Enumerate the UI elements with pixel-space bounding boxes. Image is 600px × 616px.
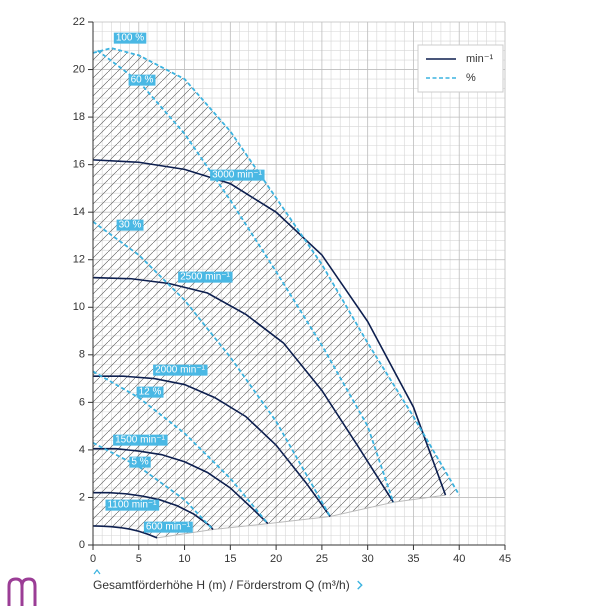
curve-label: 5 % bbox=[131, 457, 148, 468]
plot: 3000 min⁻¹ 2500 min⁻¹ 2000 min⁻¹ 1500 min⁻¹… bbox=[92, 32, 460, 539]
legend-label: min⁻¹ bbox=[466, 53, 494, 65]
y-tick-label: 12 bbox=[73, 254, 85, 266]
y-tick-label: 18 bbox=[73, 111, 85, 123]
logo bbox=[7, 577, 37, 606]
series-line bbox=[93, 375, 331, 517]
curve-label: 30 % bbox=[119, 220, 142, 231]
series-line bbox=[92, 525, 158, 539]
y-tick-label: 10 bbox=[73, 301, 85, 313]
x-tick-label: 35 bbox=[407, 553, 419, 565]
curve-label-bg bbox=[116, 219, 144, 231]
curve-label: 3000 min⁻¹ bbox=[212, 170, 262, 181]
y-tick-label: 6 bbox=[79, 396, 85, 408]
x-tick-label: 40 bbox=[453, 553, 465, 565]
curve-label-bg bbox=[129, 456, 151, 468]
series-line bbox=[92, 370, 269, 525]
curve-label-bg bbox=[210, 169, 265, 181]
series-line bbox=[92, 159, 447, 496]
curve-label-bg bbox=[128, 74, 156, 86]
curve-label: 600 min⁻¹ bbox=[146, 522, 191, 533]
series-line bbox=[97, 49, 395, 503]
x-tick-label: 25 bbox=[316, 553, 328, 565]
legend-label: % bbox=[466, 72, 476, 84]
curve-label: 1500 min⁻¹ bbox=[115, 435, 165, 446]
x-tick-label: 10 bbox=[178, 553, 190, 565]
y-tick-label: 2 bbox=[79, 491, 85, 503]
curve-label-bg bbox=[113, 32, 147, 44]
y-tick-label: 8 bbox=[79, 349, 85, 361]
up-chevron bbox=[93, 569, 101, 575]
series-line bbox=[92, 276, 394, 503]
y-tick-label: 22 bbox=[73, 16, 85, 28]
x-tick-label: 0 bbox=[90, 553, 96, 565]
next-chevron[interactable] bbox=[357, 580, 363, 590]
series-line bbox=[92, 47, 460, 496]
x-tick-label: 20 bbox=[270, 553, 282, 565]
series-line bbox=[92, 220, 331, 517]
y-tick-label: 0 bbox=[79, 539, 85, 551]
curve-label-bg bbox=[105, 499, 160, 511]
curve-label: 12 % bbox=[139, 387, 162, 398]
x-tick-label: 15 bbox=[224, 553, 236, 565]
x-tick-label: 45 bbox=[499, 553, 511, 565]
y-tick-label: 16 bbox=[73, 159, 85, 171]
curve-label-bg bbox=[178, 271, 233, 283]
curve-label: 60 % bbox=[131, 75, 154, 86]
hatched-area bbox=[93, 48, 460, 538]
y-tick-label: 14 bbox=[73, 206, 85, 218]
legend: min⁻¹% bbox=[417, 44, 504, 93]
curve-label: 100 % bbox=[116, 33, 144, 44]
y-tick-label: 4 bbox=[79, 444, 85, 456]
curve-label: 1100 min⁻¹ bbox=[107, 500, 157, 511]
curve-label-bg bbox=[143, 521, 193, 533]
curve-label: 2500 min⁻¹ bbox=[180, 272, 230, 283]
axes: 0 5 10 15 20 25 30 35 40 45 0 2 4 6 8 10 12 14 16 18 20 22 bbox=[73, 16, 511, 565]
curve-label-bg bbox=[136, 386, 164, 398]
legend-box bbox=[417, 44, 504, 93]
series-line bbox=[93, 447, 269, 525]
lower-boundary bbox=[157, 494, 446, 539]
curve-label-bg bbox=[153, 364, 208, 376]
series-line bbox=[92, 441, 214, 531]
curve-label-bg bbox=[113, 434, 168, 446]
curve-label: 2000 min⁻¹ bbox=[155, 365, 205, 376]
x-tick-label: 30 bbox=[362, 553, 374, 565]
x-tick-label: 5 bbox=[136, 553, 142, 565]
x-axis-title: Gesamtförderhöhe H (m) / Förderstrom Q (… bbox=[93, 578, 350, 592]
y-tick-label: 20 bbox=[73, 63, 85, 75]
